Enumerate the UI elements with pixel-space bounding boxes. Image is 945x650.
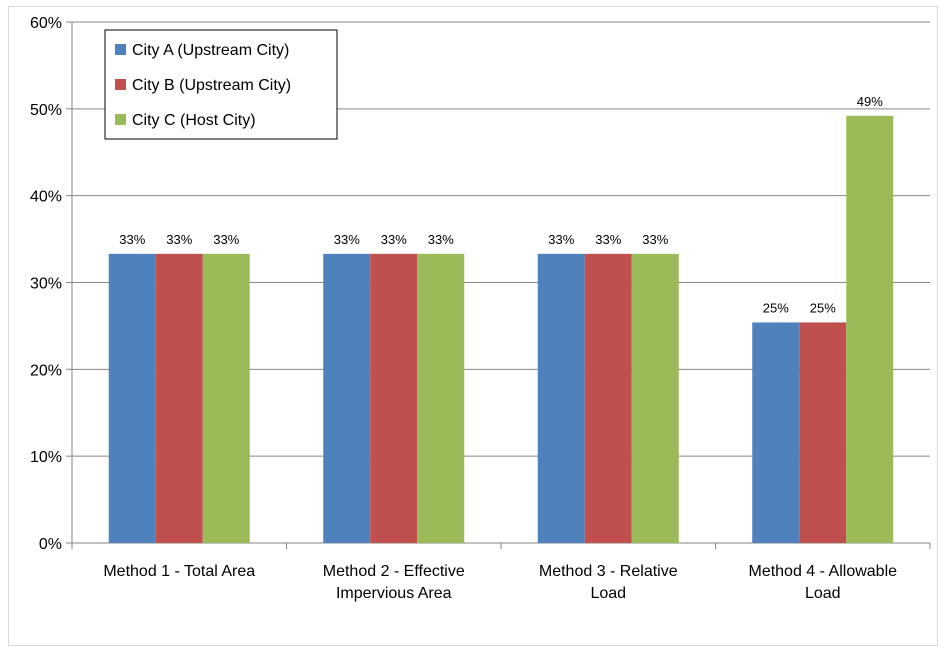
bar: [323, 253, 371, 543]
y-tick-label: 40%: [30, 189, 62, 206]
bar: [155, 253, 203, 543]
data-label: 33%: [642, 232, 668, 247]
data-label: 25%: [763, 300, 789, 315]
bar: [799, 322, 847, 543]
data-label: 33%: [595, 232, 621, 247]
x-category-label: Method 4 - Allowable: [748, 563, 897, 580]
legend-box: [104, 29, 338, 140]
bar: [752, 322, 800, 543]
data-label: 33%: [381, 232, 407, 247]
data-label: 33%: [166, 232, 192, 247]
legend-label: City A (Upstream City): [132, 42, 289, 59]
data-label: 33%: [213, 232, 239, 247]
y-tick-label: 50%: [30, 102, 62, 119]
data-label: 33%: [548, 232, 574, 247]
legend-swatch: [115, 114, 126, 125]
bar: [108, 253, 156, 543]
bar: [370, 253, 418, 543]
legend-swatch: [115, 79, 126, 90]
y-tick-label: 20%: [30, 362, 62, 379]
legend-swatch: [115, 44, 126, 55]
y-tick-label: 10%: [30, 449, 62, 466]
legend-label: City C (Host City): [132, 112, 256, 129]
data-label: 25%: [810, 300, 836, 315]
bar: [537, 253, 585, 543]
x-category-label: Method 3 - Relative: [539, 563, 678, 580]
data-label: 49%: [857, 94, 883, 109]
x-category-label: Impervious Area: [336, 585, 452, 602]
bar: [417, 253, 465, 543]
x-category-label: Load: [805, 585, 841, 602]
data-label: 33%: [334, 232, 360, 247]
y-tick-label: 0%: [39, 536, 62, 553]
data-label: 33%: [428, 232, 454, 247]
bar: [202, 253, 250, 543]
y-tick-label: 60%: [30, 15, 62, 32]
y-tick-label: 30%: [30, 276, 62, 293]
bar: [631, 253, 679, 543]
data-label: 33%: [119, 232, 145, 247]
x-category-label: Method 1 - Total Area: [103, 563, 255, 580]
legend-label: City B (Upstream City): [132, 77, 291, 94]
bar: [584, 253, 632, 543]
bar: [846, 115, 894, 543]
x-category-label: Method 2 - Effective: [323, 563, 465, 580]
x-category-label: Load: [590, 585, 626, 602]
